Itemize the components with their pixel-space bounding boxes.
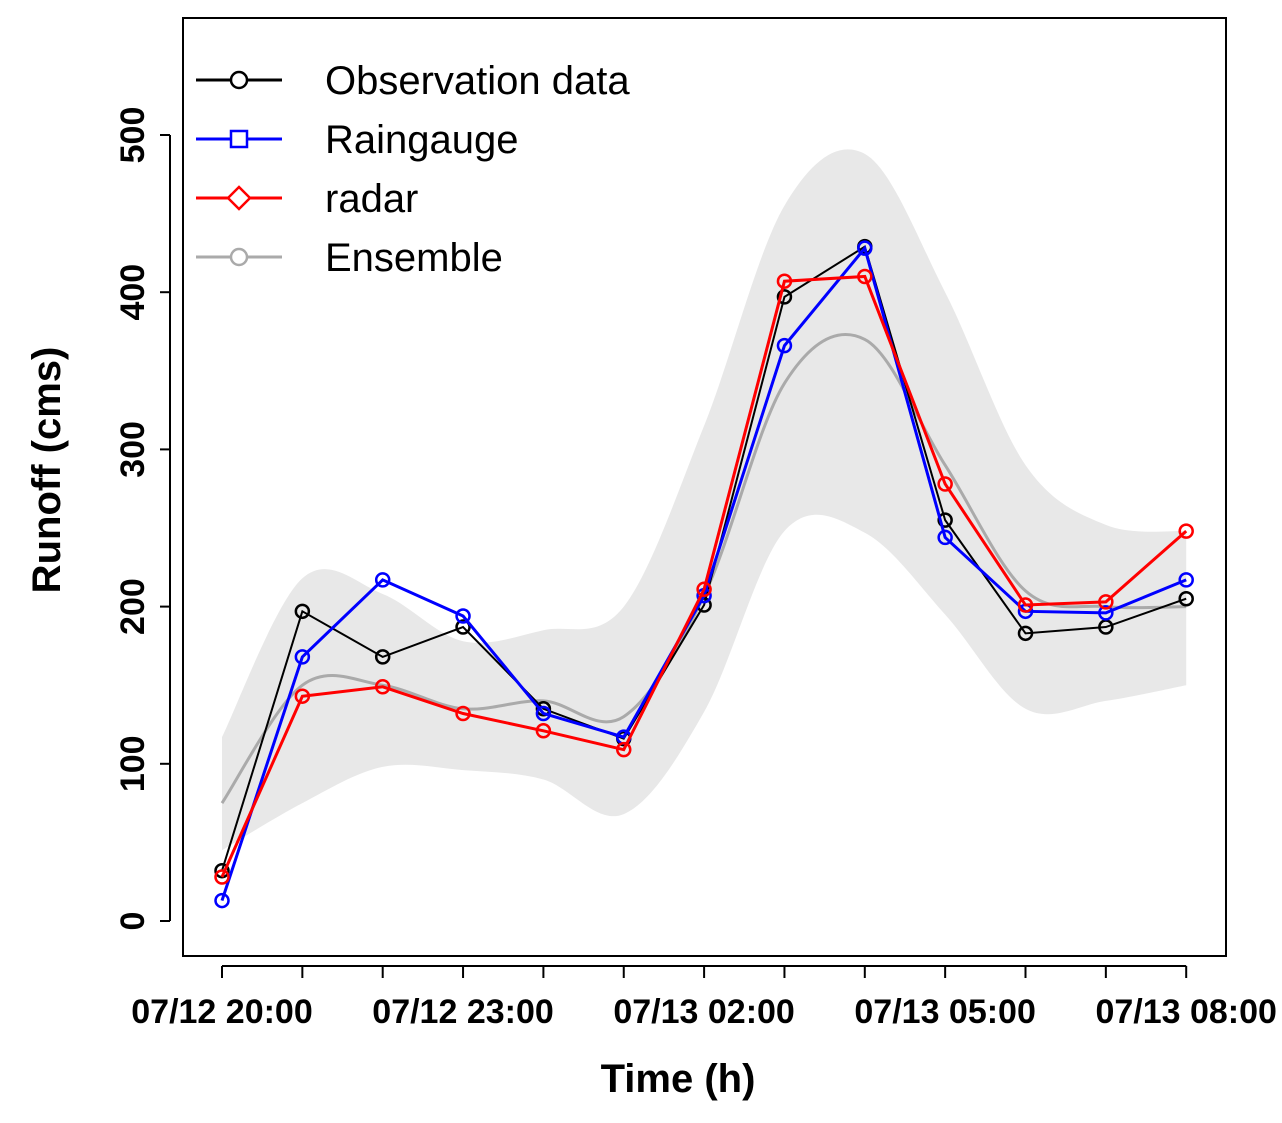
point-radar xyxy=(776,273,793,289)
legend-marker-square xyxy=(229,129,249,149)
y-tick-label: 200 xyxy=(114,578,152,635)
point-radar xyxy=(1178,523,1194,539)
y-axis-title: Runoff (cms) xyxy=(25,347,69,594)
y-tick-label: 500 xyxy=(114,107,152,164)
point-observation-data xyxy=(1178,590,1194,607)
point-radar xyxy=(374,679,391,695)
point-radar xyxy=(1098,594,1114,610)
point-raingauge xyxy=(776,337,793,354)
legend-item-observation-data: Observation data xyxy=(196,59,630,103)
point-raingauge xyxy=(1178,572,1194,588)
point-observation-data xyxy=(937,512,953,528)
x-tick-label: 07/13 05:00 xyxy=(854,993,1036,1031)
point-radar xyxy=(937,476,953,492)
point-raingauge xyxy=(455,608,471,624)
x-tick-label: 07/13 08:00 xyxy=(1095,993,1277,1031)
point-raingauge xyxy=(937,529,953,546)
legend-item-ensemble: Ensemble xyxy=(196,236,503,280)
point-radar xyxy=(1017,597,1034,613)
series-line-observation-data xyxy=(221,245,1187,871)
x-axis-title: Time (h) xyxy=(601,1057,756,1101)
point-radar xyxy=(214,869,230,885)
legend-label: Observation data xyxy=(325,59,630,103)
legend-marker-circle xyxy=(229,247,249,267)
legend-marker-circle xyxy=(229,70,249,90)
point-radar xyxy=(535,723,552,739)
point-radar xyxy=(294,688,311,704)
y-tick-label: 0 xyxy=(114,912,152,931)
point-raingauge xyxy=(1098,605,1114,621)
point-observation-data xyxy=(455,619,471,635)
point-raingauge xyxy=(535,705,552,722)
point-raingauge xyxy=(294,649,311,665)
point-raingauge xyxy=(857,240,873,256)
point-radar xyxy=(455,705,471,722)
ensemble-range-band xyxy=(222,149,1187,851)
legend-item-radar: radar xyxy=(196,177,418,221)
point-observation-data xyxy=(214,862,230,879)
legend-item-raingauge: Raingauge xyxy=(196,118,519,162)
series-line-radar xyxy=(220,274,1188,878)
point-observation-data xyxy=(374,649,391,665)
point-radar xyxy=(857,268,873,285)
legend-label: Ensemble xyxy=(325,236,503,280)
point-observation-data xyxy=(1017,625,1034,642)
point-observation-data xyxy=(535,701,552,717)
plot-frame xyxy=(182,17,1227,957)
x-tick-label: 07/12 20:00 xyxy=(131,993,313,1031)
y-tick-label: 100 xyxy=(114,735,152,792)
point-radar xyxy=(616,741,632,758)
legend-label: Raingauge xyxy=(325,118,519,162)
point-raingauge xyxy=(214,892,230,909)
point-observation-data xyxy=(294,603,311,620)
point-raingauge xyxy=(374,572,391,588)
y-tick-label: 400 xyxy=(114,264,152,321)
legend-label: radar xyxy=(325,177,418,221)
point-observation-data xyxy=(776,289,793,305)
x-tick-label: 07/12 23:00 xyxy=(372,993,554,1031)
x-tick-label: 07/13 02:00 xyxy=(613,993,795,1031)
legend-marker-diamond xyxy=(226,185,252,211)
point-radar xyxy=(696,581,712,598)
y-tick-label: 300 xyxy=(114,421,152,478)
